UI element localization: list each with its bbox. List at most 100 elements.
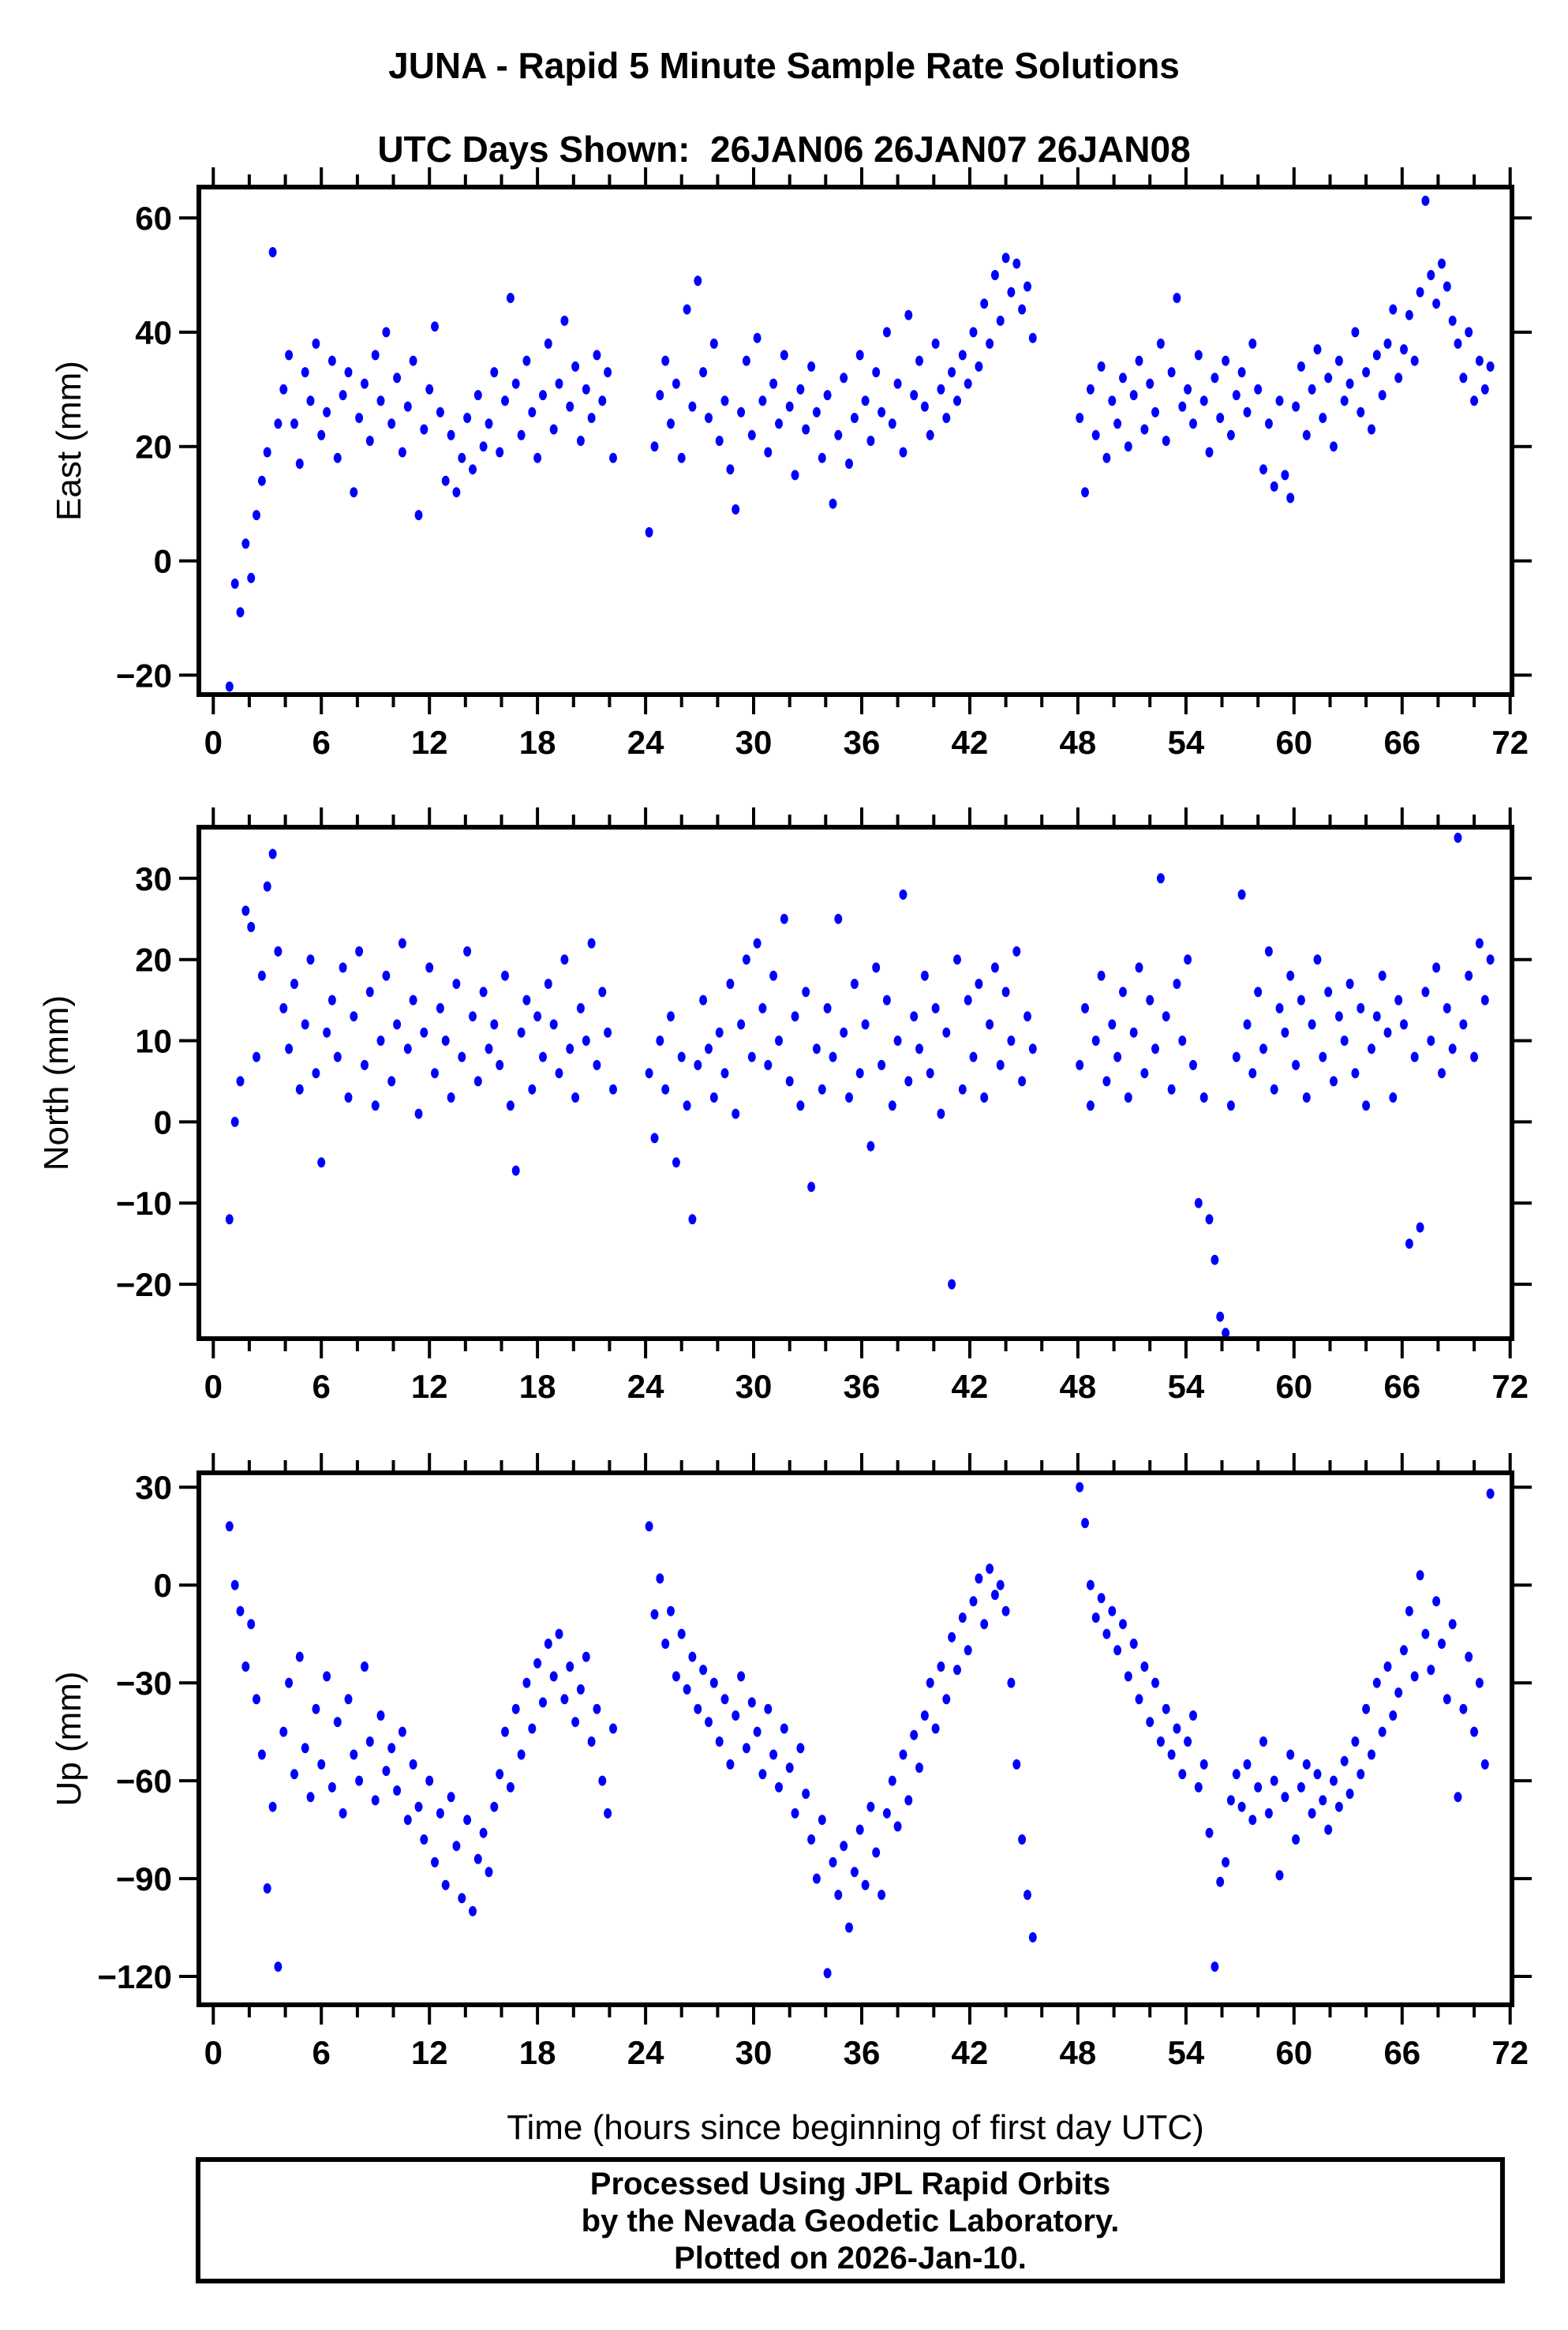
y-tick-label: −10 bbox=[116, 1185, 172, 1222]
data-point bbox=[791, 1011, 799, 1022]
data-point bbox=[910, 1729, 919, 1740]
data-point bbox=[1108, 1605, 1117, 1616]
data-point bbox=[604, 1027, 612, 1038]
data-point bbox=[253, 1051, 260, 1062]
data-point bbox=[555, 1068, 563, 1079]
data-point bbox=[893, 1821, 902, 1832]
data-point bbox=[834, 429, 843, 440]
data-point bbox=[1400, 1645, 1408, 1656]
data-point bbox=[1146, 995, 1154, 1006]
data-point bbox=[268, 1801, 277, 1812]
data-point bbox=[1416, 1222, 1424, 1233]
data-point bbox=[996, 1059, 1005, 1070]
data-point bbox=[1438, 258, 1446, 269]
data-point bbox=[888, 418, 896, 429]
data-point bbox=[317, 429, 326, 440]
data-point bbox=[882, 327, 891, 338]
data-point bbox=[1001, 253, 1010, 264]
scatter-points-east bbox=[225, 195, 1495, 692]
data-point bbox=[522, 995, 531, 1006]
data-point bbox=[1184, 384, 1192, 395]
x-tick-label: 48 bbox=[1060, 724, 1097, 761]
data-point bbox=[279, 384, 288, 395]
data-point bbox=[447, 1092, 455, 1103]
data-point bbox=[1119, 373, 1127, 384]
data-point bbox=[1410, 1051, 1419, 1062]
data-point bbox=[1275, 1870, 1284, 1881]
data-point bbox=[1151, 1043, 1159, 1054]
data-point bbox=[1146, 1717, 1154, 1728]
processing-note-box: Processed Using JPL Rapid Orbits by the … bbox=[196, 2157, 1505, 2283]
x-tick-label: 12 bbox=[411, 724, 448, 761]
data-point bbox=[1097, 970, 1106, 981]
data-point bbox=[1199, 1759, 1208, 1770]
data-point bbox=[1226, 429, 1235, 440]
data-point bbox=[1113, 1645, 1122, 1656]
data-point bbox=[1459, 1703, 1468, 1714]
data-point bbox=[910, 1011, 919, 1022]
data-point bbox=[517, 429, 526, 440]
data-point bbox=[1286, 1749, 1295, 1760]
x-ticks-up bbox=[211, 1453, 1512, 2025]
data-point bbox=[1076, 1482, 1084, 1493]
data-point bbox=[818, 1815, 826, 1826]
x-tick-label: 42 bbox=[952, 2034, 989, 2071]
data-point bbox=[1243, 1759, 1252, 1770]
y-ticks-up bbox=[179, 1485, 1532, 1978]
data-point bbox=[812, 1873, 821, 1884]
data-point bbox=[1427, 1036, 1435, 1046]
data-point bbox=[409, 995, 417, 1006]
data-point bbox=[257, 970, 266, 981]
data-point bbox=[899, 447, 907, 458]
data-point bbox=[882, 995, 891, 1006]
data-point bbox=[726, 979, 735, 989]
data-point bbox=[1475, 938, 1484, 949]
data-point bbox=[501, 395, 509, 406]
figure-title-line1: JUNA - Rapid 5 Minute Sample Rate Soluti… bbox=[388, 45, 1180, 86]
data-point bbox=[1297, 361, 1305, 372]
data-point bbox=[361, 1059, 369, 1070]
data-point bbox=[1438, 1068, 1446, 1079]
data-point bbox=[840, 373, 848, 384]
data-point bbox=[463, 413, 472, 423]
x-tick-labels-north: 0 6 12 18 24 30 36 42 48 54 60 66 72 bbox=[204, 1368, 1529, 1405]
data-point bbox=[1226, 1795, 1235, 1806]
data-point bbox=[469, 464, 477, 475]
data-point bbox=[371, 350, 380, 361]
data-point bbox=[747, 1697, 756, 1708]
data-point bbox=[969, 1596, 978, 1607]
data-point bbox=[1151, 1677, 1159, 1688]
data-point bbox=[317, 1759, 326, 1770]
data-point bbox=[823, 1002, 832, 1013]
data-point bbox=[1351, 1068, 1360, 1079]
data-point bbox=[845, 1922, 853, 1933]
data-point bbox=[656, 390, 664, 401]
data-point bbox=[1097, 1593, 1106, 1604]
data-point bbox=[241, 905, 250, 916]
data-point bbox=[555, 1628, 563, 1639]
data-point bbox=[893, 378, 902, 389]
data-point bbox=[1275, 395, 1284, 406]
data-point bbox=[473, 390, 482, 401]
data-point bbox=[1081, 1518, 1089, 1529]
x-tick-label: 30 bbox=[735, 724, 773, 761]
data-point bbox=[225, 1214, 234, 1225]
data-point bbox=[420, 1027, 428, 1038]
data-point bbox=[1081, 1002, 1089, 1013]
data-point bbox=[915, 355, 923, 366]
data-point bbox=[807, 361, 816, 372]
data-point bbox=[528, 1723, 537, 1734]
data-point bbox=[818, 452, 826, 463]
data-point bbox=[899, 1749, 907, 1760]
data-point bbox=[753, 1726, 762, 1737]
x-tick-label: 0 bbox=[204, 1368, 223, 1405]
data-point bbox=[301, 367, 309, 378]
data-point bbox=[1108, 395, 1117, 406]
data-point bbox=[1162, 1703, 1170, 1714]
data-point bbox=[1102, 1076, 1111, 1087]
data-point bbox=[1108, 1019, 1117, 1030]
data-point bbox=[709, 338, 718, 349]
y-tick-label: 20 bbox=[135, 429, 172, 466]
data-point bbox=[1410, 355, 1419, 366]
data-point bbox=[975, 361, 983, 372]
